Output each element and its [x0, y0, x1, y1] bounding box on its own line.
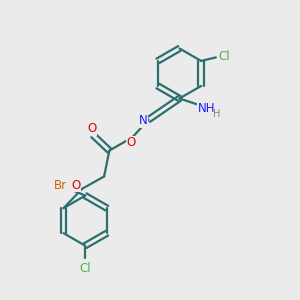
Text: N: N — [139, 114, 148, 127]
Text: H: H — [213, 109, 221, 119]
Text: Cl: Cl — [218, 50, 230, 63]
Text: Cl: Cl — [80, 262, 91, 275]
Text: NH: NH — [198, 102, 216, 115]
Text: Br: Br — [54, 178, 67, 191]
Text: O: O — [87, 122, 96, 135]
Text: O: O — [71, 179, 80, 192]
Text: O: O — [126, 136, 136, 149]
